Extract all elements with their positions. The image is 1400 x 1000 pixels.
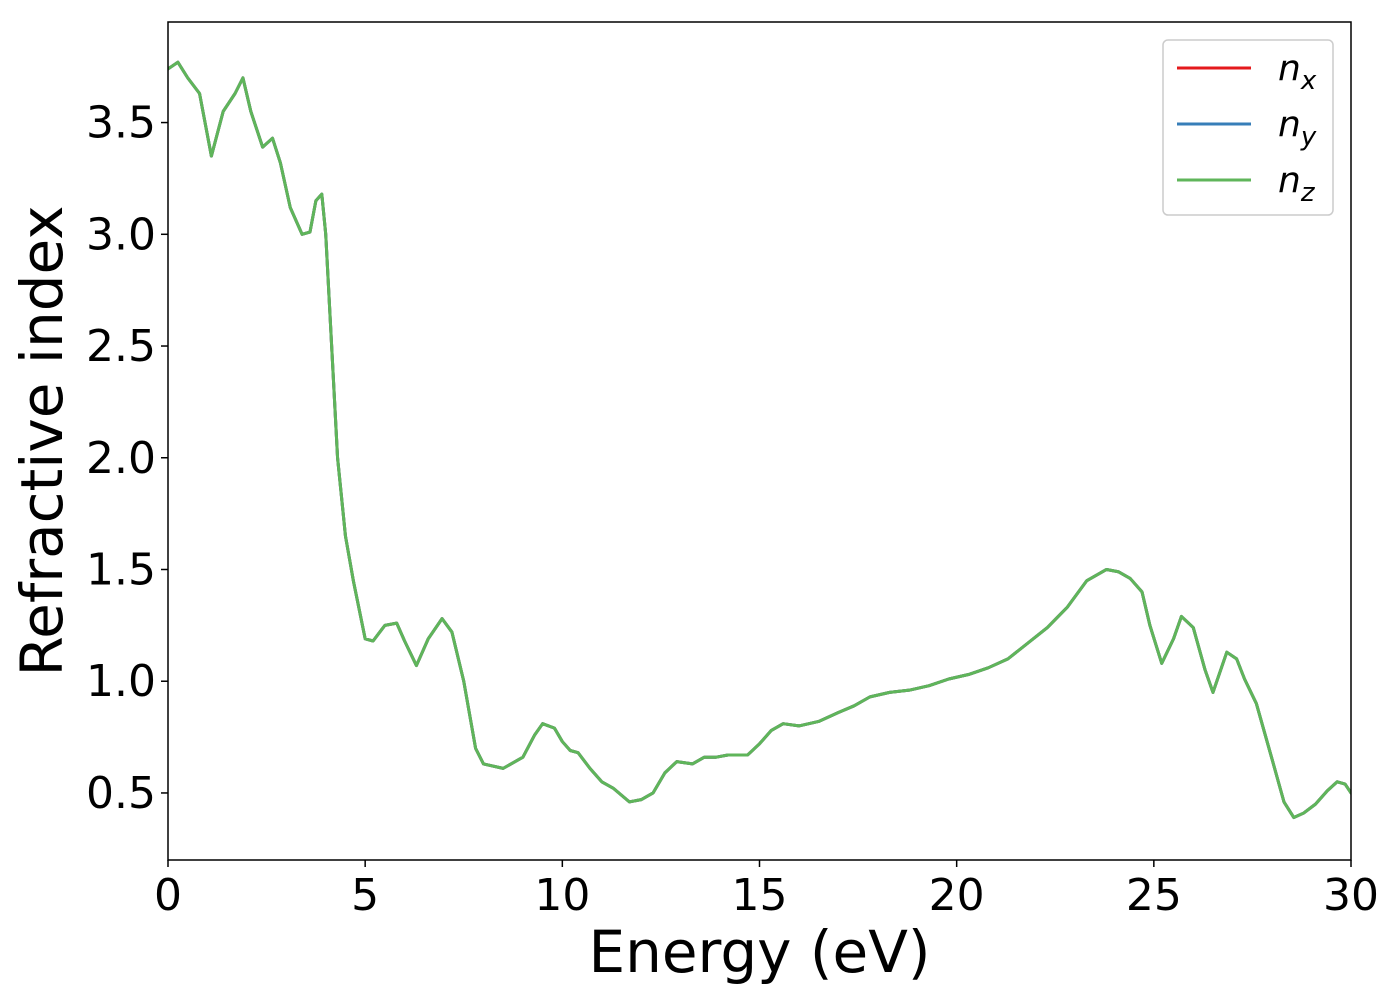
legend-label-z: nz [1278, 160, 1316, 208]
y-tick-label: 0.5 [86, 768, 156, 819]
x-tick-label: 10 [534, 870, 590, 921]
legend-frame [1162, 39, 1334, 216]
axes-layer: 0 5 10 15 20 25 30 0.5 1.0 1.5 2.0 2.5 3.0 3.5 [86, 21, 1379, 921]
x-tick-label: 25 [1126, 870, 1182, 921]
x-tick-label: 30 [1323, 870, 1379, 921]
y-tick-label: 1.5 [86, 544, 156, 595]
x-tick-label: 0 [154, 870, 182, 921]
y-tick-label: 1.0 [86, 656, 156, 707]
y-axis-title: Refractive index [8, 205, 76, 676]
x-tick-label: 20 [929, 870, 985, 921]
y-tick-label: 3.0 [86, 209, 156, 260]
x-tick-label: 5 [351, 870, 379, 921]
y-tick-label: 3.5 [86, 98, 156, 149]
x-tick-label: 15 [732, 870, 788, 921]
y-tick-label: 2.0 [86, 433, 156, 484]
legend-label-y: ny [1278, 104, 1317, 152]
legend: nx ny nz [1162, 39, 1334, 216]
series-line-z [168, 60, 1351, 820]
series-layer [168, 60, 1351, 820]
legend-label-x: nx [1278, 48, 1317, 96]
y-tick-label: 2.5 [86, 321, 156, 372]
x-axis-title: Energy (eV) [588, 918, 930, 986]
